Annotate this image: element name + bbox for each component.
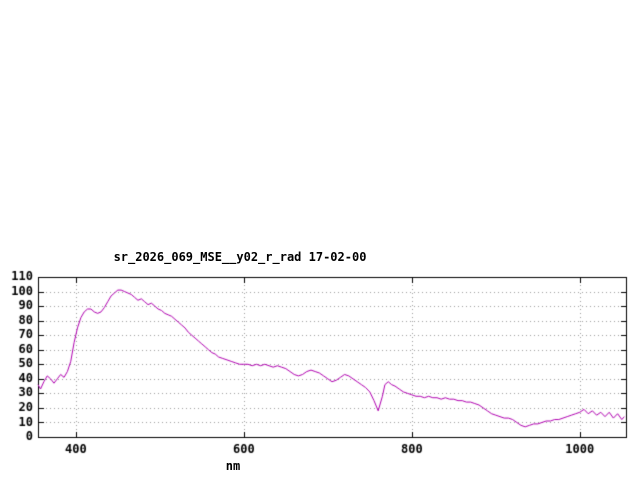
x-axis-label: nm	[225, 459, 241, 473]
chart-title: sr_2026_069_MSE__y02_r_rad 17-02-00	[113, 250, 367, 264]
